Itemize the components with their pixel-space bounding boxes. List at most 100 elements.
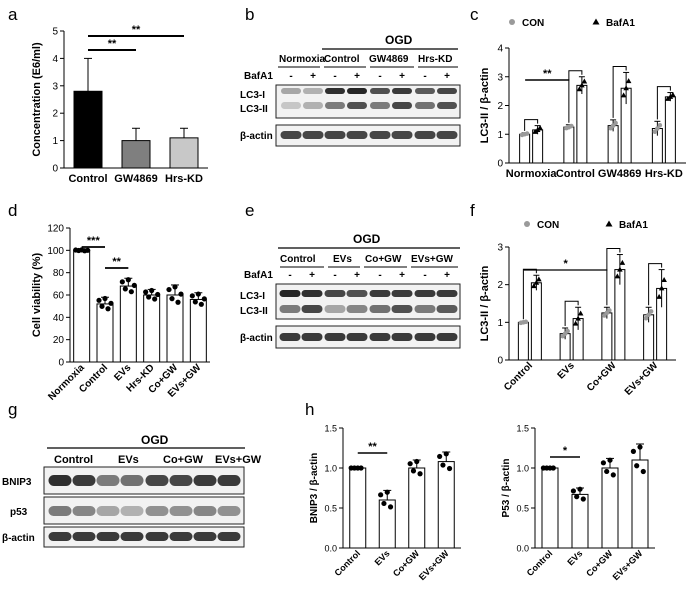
blot-band — [96, 475, 120, 486]
data-point — [619, 259, 626, 265]
data-point — [122, 286, 128, 292]
blot-band — [414, 131, 436, 139]
blot-band — [436, 290, 458, 297]
panel-label-c: c — [470, 5, 479, 24]
blot-band — [415, 88, 435, 94]
data-point — [381, 500, 387, 507]
bar — [563, 126, 575, 164]
blot-b-group-3: GW4869 — [369, 54, 409, 65]
y-tick-label: 1 — [497, 318, 503, 329]
pair-bracket — [564, 300, 579, 326]
significance-label: ** — [132, 24, 141, 36]
blot-band — [324, 290, 346, 297]
bar — [571, 493, 589, 549]
y-tick-label: 4 — [497, 44, 503, 55]
blot-band — [48, 532, 72, 541]
data-point — [119, 279, 125, 285]
y-tick-label: 1.5 — [516, 424, 529, 434]
data-point — [570, 488, 577, 494]
y-axis-label: LC3-II / β-actin — [479, 265, 491, 341]
category-label: Hrs-KD — [645, 168, 683, 180]
data-point — [625, 78, 632, 84]
y-tick-label: 2 — [52, 109, 58, 120]
pair-bracket — [612, 65, 627, 118]
data-point — [146, 294, 152, 300]
blot-band — [120, 475, 144, 486]
category-label: Control — [525, 548, 555, 578]
blot-g-header: OGD — [141, 433, 169, 447]
y-tick-label: 0.5 — [324, 504, 337, 514]
blot-band — [72, 475, 96, 486]
data-point — [446, 465, 453, 472]
treatment-sign: + — [354, 270, 360, 281]
y-axis-label: LC3-II / β-actin — [479, 67, 491, 143]
blot-band — [415, 102, 435, 109]
pair-bracket — [568, 70, 583, 123]
blot-band — [369, 305, 391, 313]
blot-band — [279, 290, 301, 297]
legend-label: BafA1 — [619, 220, 648, 231]
data-point — [85, 247, 91, 253]
blot-b-actin-bands — [280, 131, 458, 139]
bar — [189, 298, 207, 363]
blot-band — [346, 131, 368, 139]
data-point — [201, 296, 207, 302]
data-point — [125, 277, 131, 283]
y-tick-label: 3 — [52, 81, 58, 92]
data-point — [534, 126, 541, 132]
blot-g-group-2: EVs — [118, 454, 139, 466]
bar — [408, 467, 426, 549]
data-point — [613, 120, 618, 126]
treatment-sign: - — [333, 71, 336, 82]
blot-e-lc3ii-bands — [279, 305, 458, 313]
significance-label: * — [563, 258, 568, 270]
blot-e-group-2: EVs — [333, 254, 352, 265]
blot-band — [391, 333, 413, 341]
data-point — [572, 320, 579, 326]
y-tick-label: 0.0 — [516, 544, 529, 554]
data-point — [178, 291, 184, 297]
blot-b-header: OGD — [385, 33, 413, 47]
data-point — [189, 293, 195, 299]
blot-band — [96, 532, 120, 541]
pair-bracket — [606, 248, 621, 306]
blot-g-row-p53: p53 — [10, 507, 28, 518]
bar — [601, 467, 619, 549]
treatment-sign: + — [444, 270, 450, 281]
data-point — [657, 122, 663, 128]
data-point — [580, 496, 586, 502]
y-tick-label: 0.5 — [516, 504, 529, 514]
panel-label-f: f — [470, 201, 475, 220]
blot-e-lc3i-bands — [279, 290, 458, 297]
data-point — [437, 453, 443, 460]
blot-b-signs: - + - + - + - + — [289, 71, 450, 82]
blot-band — [217, 506, 241, 516]
blot-band — [436, 305, 458, 313]
y-tick-label: 2 — [497, 280, 503, 291]
data-point — [623, 85, 629, 91]
blot-b-row-lc3i: LC3-I — [240, 90, 265, 101]
bar — [532, 129, 544, 164]
data-point — [523, 319, 529, 325]
blot-band — [369, 290, 391, 297]
blot-g-row-actin: β-actin — [2, 533, 35, 544]
blot-b-group-2: Control — [324, 54, 360, 65]
bar — [631, 459, 649, 549]
data-point — [630, 448, 637, 454]
blot-band — [193, 532, 217, 541]
bar — [349, 467, 367, 549]
y-tick-label: 1.5 — [324, 424, 337, 434]
blot-band — [72, 532, 96, 541]
y-tick-label: 0 — [52, 164, 58, 175]
data-point — [407, 461, 413, 467]
blot-e-header: OGD — [353, 232, 381, 246]
data-point — [198, 301, 204, 307]
blot-band — [280, 131, 302, 139]
blot-band — [325, 88, 345, 94]
y-tick-label: 120 — [47, 224, 64, 235]
chart-h2: 0.0 0.5 1.0 1.5 P53 / β-actin Control EVs Co+GW… — [501, 424, 655, 582]
blot-band — [414, 305, 436, 313]
blot-band — [437, 88, 457, 94]
category-label: EVs+GW — [611, 548, 645, 582]
